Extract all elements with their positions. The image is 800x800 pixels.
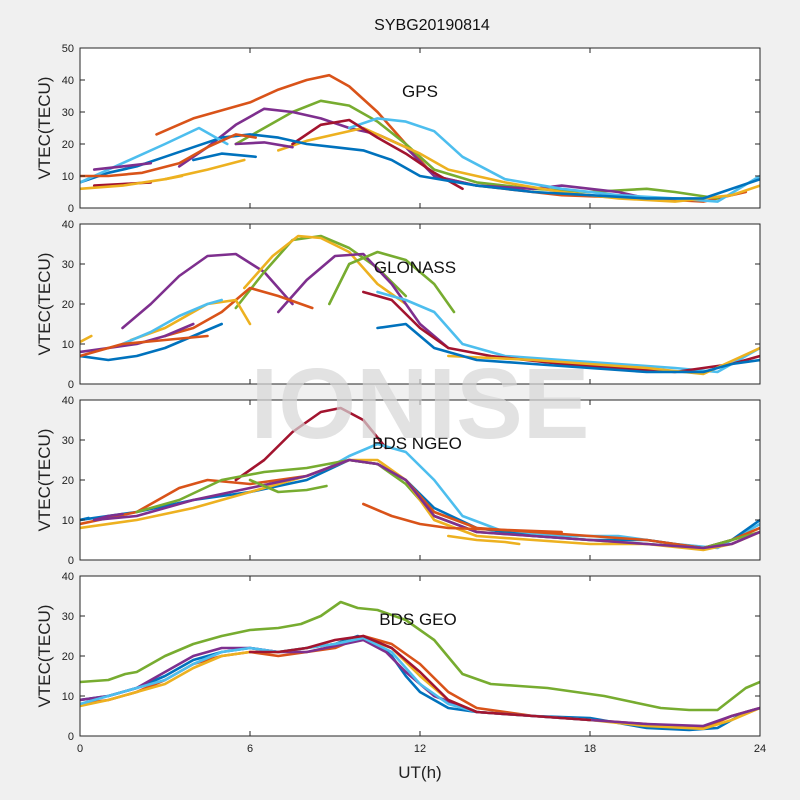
y-tick-label: 20	[62, 475, 74, 487]
x-tick-label: 12	[414, 743, 426, 755]
x-tick-label: 18	[584, 743, 596, 755]
y-tick-label: 10	[62, 171, 74, 183]
series-line-11	[92, 512, 124, 522]
series-group	[80, 406, 760, 552]
series-line-8	[248, 478, 328, 494]
series-line-7	[80, 133, 760, 200]
plot-area	[80, 400, 760, 560]
y-tick-label: 20	[62, 299, 74, 311]
series-line-1	[234, 406, 388, 482]
y-tick-label: 0	[68, 379, 74, 391]
y-tick-label: 40	[62, 395, 74, 407]
y-tick-label: 0	[68, 555, 74, 567]
panels-group: 0 10 20 30 40 50 VTEC(TECU) GPS 0 10 20 30 40 VTEC(TE…	[35, 43, 766, 755]
series-line-8	[80, 126, 229, 184]
series-line-15	[80, 334, 209, 358]
series-group	[80, 73, 760, 203]
y-tick-label: 0	[68, 731, 74, 743]
y-tick-label: 10	[62, 691, 74, 703]
panel-glonass: 0 10 20 30 40 VTEC(TECU) GLONASS	[35, 219, 761, 391]
y-tick-label: 10	[62, 515, 74, 527]
series-line-16	[80, 334, 93, 344]
y-axis-label: VTEC(TECU)	[35, 253, 54, 356]
watermark: IONISE	[251, 348, 590, 460]
series-line-4	[276, 252, 450, 350]
y-tick-label: 30	[62, 435, 74, 447]
series-line-5	[276, 126, 760, 203]
y-tick-label: 10	[62, 339, 74, 351]
y-tick-label: 40	[62, 219, 74, 231]
series-group	[80, 600, 760, 732]
series-line-12	[80, 133, 257, 178]
x-axis-label: UT(h)	[398, 763, 441, 782]
plot-area	[80, 576, 760, 736]
y-tick-label: 30	[62, 259, 74, 271]
series-line-6	[291, 118, 464, 191]
x-tick-label: 6	[247, 743, 253, 755]
y-tick-label: 30	[62, 107, 74, 119]
y-tick-label: 40	[62, 75, 74, 87]
figure-title: SYBG20190814	[374, 17, 490, 34]
y-tick-label: 50	[62, 43, 74, 55]
y-tick-label: 20	[62, 139, 74, 151]
x-tick-label: 0	[77, 743, 83, 755]
series-line-13	[234, 141, 294, 149]
y-tick-label: 30	[62, 611, 74, 623]
panel-gps: 0 10 20 30 40 50 VTEC(TECU) GPS	[35, 43, 761, 215]
panel-label: BDS NGEO	[372, 434, 462, 453]
y-axis-label: VTEC(TECU)	[35, 77, 54, 180]
series-line-11	[92, 161, 153, 171]
panel-label: BDS GEO	[379, 610, 456, 629]
x-tick-label: 24	[754, 743, 766, 755]
plot-area	[80, 224, 760, 384]
series-line-3	[243, 234, 408, 306]
y-tick-label: 20	[62, 651, 74, 663]
series-line-12	[446, 346, 760, 376]
y-tick-label: 0	[68, 203, 74, 215]
y-tick-label: 40	[62, 571, 74, 583]
series-line-13	[376, 322, 760, 374]
series-line-9	[361, 502, 564, 534]
y-axis-label: VTEC(TECU)	[35, 605, 54, 708]
series-line-11	[121, 298, 223, 346]
series-line-15	[192, 152, 257, 162]
panel-bds-geo: 0 6 12 18 24 0 10 20 30 40 VTEC(TECU) BDS GEO	[35, 571, 766, 755]
panel-label: GLONASS	[374, 258, 456, 277]
panel-label: GPS	[402, 82, 438, 101]
series-line-5	[80, 638, 760, 728]
series-line-5	[327, 250, 456, 314]
panel-bds-ngeo: 0 10 20 30 40 VTEC(TECU) BDS NGEO	[35, 395, 761, 567]
series-line-12	[446, 534, 521, 546]
series-line-1	[80, 600, 760, 712]
series-line-10	[80, 322, 223, 362]
plot-area	[80, 48, 760, 208]
series-line-2	[234, 99, 719, 200]
series-group	[80, 234, 760, 376]
series-line-14	[163, 174, 184, 181]
series-line-7	[92, 458, 760, 550]
series-line-7	[248, 634, 592, 722]
y-axis-label: VTEC(TECU)	[35, 429, 54, 532]
